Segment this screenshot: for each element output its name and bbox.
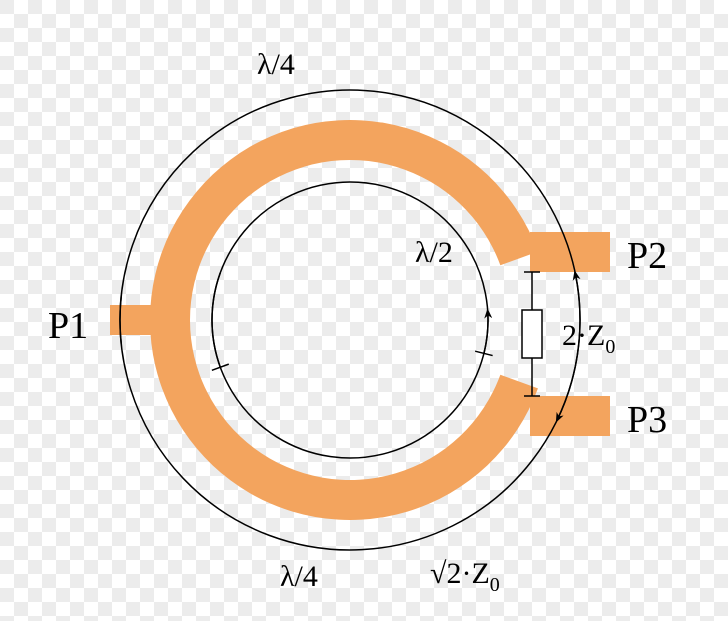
lambda4-bottom-label: λ/4 bbox=[280, 560, 318, 593]
lambda2-label: λ/2 bbox=[415, 236, 453, 269]
wilkinson-divider-diagram: P1 P2 P3 λ/4 λ/4 λ/2 2·Z0 √2·Z0 bbox=[0, 0, 728, 621]
port3-label: P3 bbox=[627, 399, 667, 441]
port1-label: P1 bbox=[48, 305, 88, 347]
transparency-checker bbox=[0, 0, 728, 621]
port3-stub bbox=[530, 396, 610, 436]
lambda4-top-label: λ/4 bbox=[257, 48, 295, 81]
port1-stub bbox=[110, 305, 155, 335]
port2-label: P2 bbox=[627, 235, 667, 277]
